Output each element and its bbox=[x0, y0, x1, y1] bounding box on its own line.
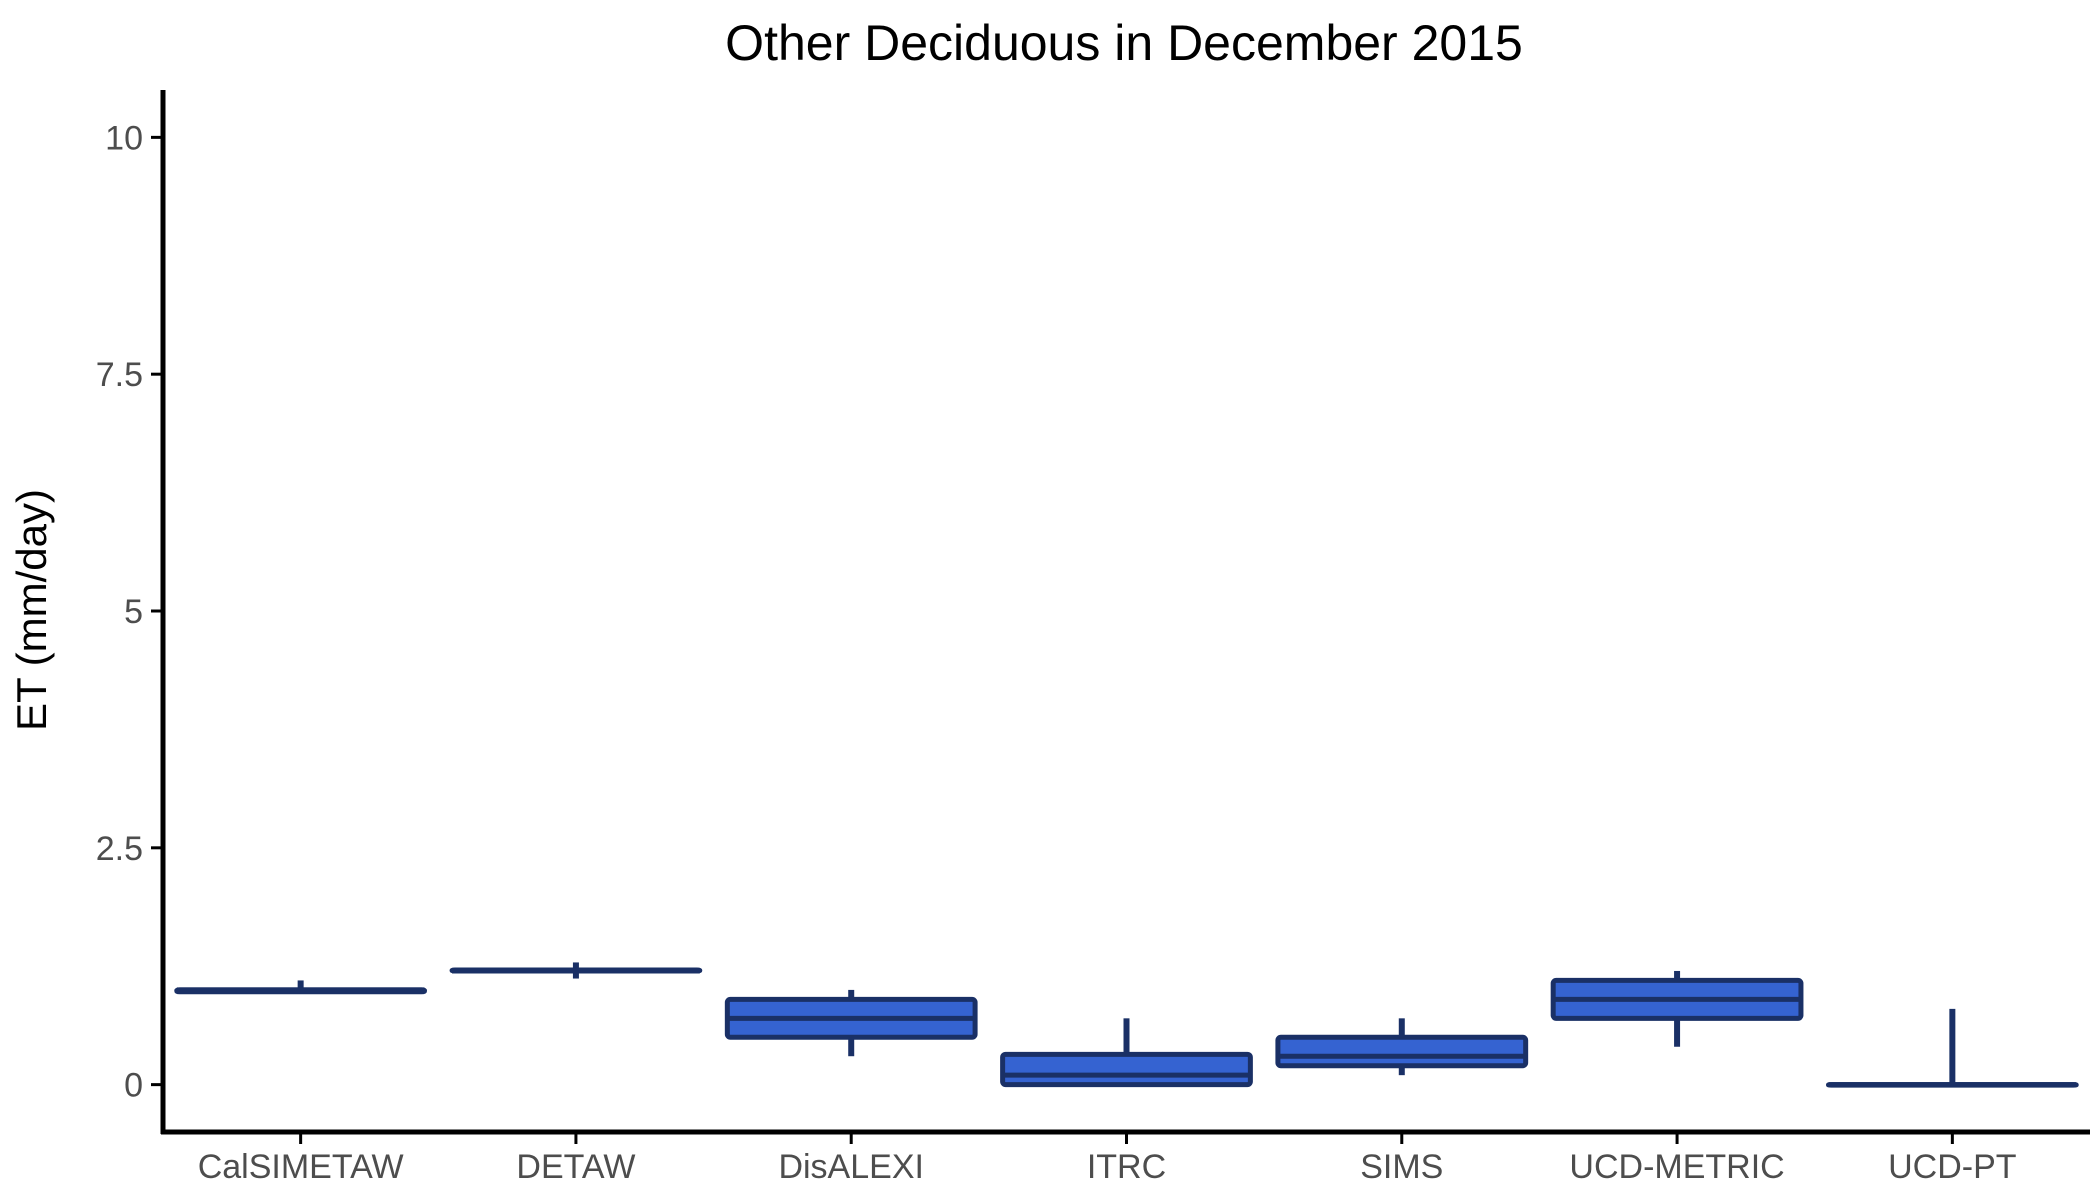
plot-area: 0 2.5 5 7.5 10 CalSIMETAW DETAW DisALEXI ITRC SIM… bbox=[96, 90, 2090, 1186]
x-tick-label: DisALEXI bbox=[778, 1148, 924, 1186]
y-tick-label: 5 bbox=[124, 593, 143, 631]
y-tick-label: 7.5 bbox=[96, 356, 143, 394]
box-ucd-metric bbox=[1550, 970, 1804, 1047]
x-tick-label: UCD-METRIC bbox=[1569, 1148, 1784, 1186]
box-detaw bbox=[449, 962, 703, 979]
y-tick-label: 10 bbox=[105, 119, 143, 157]
box-ucd-pt bbox=[1825, 1008, 2079, 1088]
box-disalexi bbox=[724, 989, 978, 1057]
y-tick-label: 2.5 bbox=[96, 830, 143, 868]
box-calsimetaw bbox=[174, 980, 428, 995]
chart-title: Other Deciduous in December 2015 bbox=[725, 15, 1523, 71]
box-itrc bbox=[1000, 1018, 1253, 1088]
box-sims bbox=[1275, 1018, 1529, 1076]
box-iqr bbox=[1275, 1034, 1529, 1069]
box-iqr bbox=[1000, 1051, 1253, 1088]
y-axis-title: ET (mm/day) bbox=[8, 489, 55, 731]
x-tick-label: DETAW bbox=[516, 1148, 635, 1186]
x-tick-label: UCD-PT bbox=[1888, 1148, 2016, 1186]
x-tick-label: CalSIMETAW bbox=[198, 1148, 404, 1186]
x-tick-label: ITRC bbox=[1087, 1148, 1166, 1186]
x-tick-label: SIMS bbox=[1360, 1148, 1443, 1186]
y-tick-label: 0 bbox=[124, 1067, 143, 1105]
